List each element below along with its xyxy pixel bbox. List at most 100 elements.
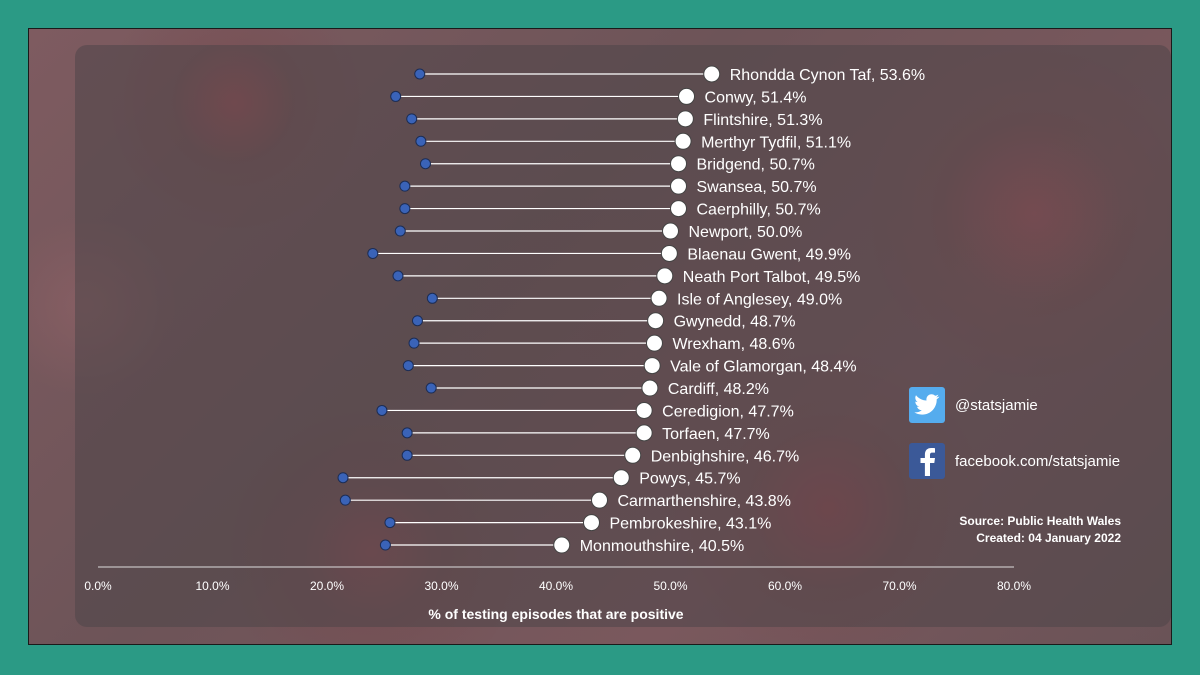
x-tick-label: 10.0% (195, 579, 229, 593)
dumbbell-row: Cardiff, 48.2% (425, 379, 769, 398)
start-point (392, 270, 404, 282)
dumbbell-row: Wrexham, 48.6% (408, 334, 795, 353)
data-label: Conwy, 51.4% (705, 89, 807, 106)
data-label: Ceredigion, 47.7% (662, 403, 794, 420)
start-point (402, 360, 414, 372)
x-axis-title: % of testing episodes that are positive (428, 606, 683, 622)
dumbbell-row: Newport, 50.0% (394, 222, 803, 241)
start-point (401, 427, 413, 439)
end-point (656, 267, 674, 285)
data-label: Powys, 45.7% (639, 471, 740, 488)
source-note: Source: Public Health Wales Created: 04 … (959, 513, 1121, 547)
x-tick-label: 70.0% (882, 579, 916, 593)
data-label: Merthyr Tydfil, 51.1% (701, 134, 851, 151)
data-label: Denbighshire, 46.7% (651, 448, 800, 465)
end-point (591, 491, 609, 509)
start-point (401, 449, 413, 461)
x-tick-label: 0.0% (84, 579, 112, 593)
start-point (408, 337, 420, 349)
end-point (650, 289, 668, 307)
end-point (703, 65, 721, 83)
facebook-icon (909, 443, 945, 479)
data-label: Monmouthshire, 40.5% (580, 538, 745, 555)
dumbbell-row: Neath Port Talbot, 49.5% (392, 267, 861, 286)
start-point (419, 158, 431, 170)
end-point (660, 244, 678, 262)
x-tick-label: 30.0% (424, 579, 458, 593)
data-label: Flintshire, 51.3% (703, 112, 822, 129)
dumbbell-row: Flintshire, 51.3% (406, 110, 823, 129)
data-label: Vale of Glamorgan, 48.4% (670, 359, 856, 376)
end-point (643, 357, 661, 375)
end-point (674, 132, 692, 150)
data-label: Newport, 50.0% (689, 224, 803, 241)
chart-frame: Rhondda Cynon Taf, 53.6% Conwy, 51.4% Flin… (28, 28, 1172, 645)
source-line: Source: Public Health Wales (959, 514, 1121, 528)
start-point (411, 315, 423, 327)
dumbbell-row: Blaenau Gwent, 49.9% (367, 244, 851, 263)
start-point (414, 68, 426, 80)
start-point (415, 135, 427, 147)
data-label: Rhondda Cynon Taf, 53.6% (730, 67, 925, 84)
dumbbell-row: Gwynedd, 48.7% (411, 312, 796, 331)
end-point (582, 514, 600, 532)
data-label: Blaenau Gwent, 49.9% (687, 246, 851, 263)
end-point (670, 177, 688, 195)
dumbbell-row: Conwy, 51.4% (390, 87, 807, 106)
chart-rows: Rhondda Cynon Taf, 53.6% Conwy, 51.4% Flin… (337, 65, 925, 555)
twitter-handle: @statsjamie (955, 396, 1038, 414)
dumbbell-row: Denbighshire, 46.7% (401, 446, 800, 465)
start-point (337, 472, 349, 484)
start-point (379, 539, 391, 551)
end-point (645, 334, 663, 352)
dumbbell-row: Pembrokeshire, 43.1% (384, 514, 771, 533)
end-point (647, 312, 665, 330)
start-point (367, 247, 379, 259)
end-point (662, 222, 679, 240)
start-point (339, 494, 351, 506)
start-point (399, 203, 411, 215)
data-label: Caerphilly, 50.7% (697, 202, 821, 219)
x-tick-label: 80.0% (997, 579, 1031, 593)
dumbbell-row: Monmouthshire, 40.5% (379, 536, 745, 555)
data-label: Gwynedd, 48.7% (674, 314, 796, 331)
start-point (394, 225, 406, 237)
start-point (425, 382, 437, 394)
start-point (406, 113, 418, 125)
x-tick-label: 40.0% (539, 579, 573, 593)
dumbbell-row: Carmarthenshire, 43.8% (339, 491, 791, 510)
data-label: Pembrokeshire, 43.1% (609, 516, 771, 533)
start-point (426, 292, 438, 304)
data-label: Swansea, 50.7% (697, 179, 817, 196)
end-point (676, 110, 694, 128)
data-label: Wrexham, 48.6% (672, 336, 794, 353)
dumbbell-row: Swansea, 50.7% (399, 177, 817, 196)
facebook-page: facebook.com/statsjamie (955, 452, 1121, 470)
end-point (678, 87, 696, 105)
dumbbell-row: Ceredigion, 47.7% (376, 401, 794, 420)
dumbbell-row: Vale of Glamorgan, 48.4% (402, 357, 857, 376)
end-point (612, 469, 630, 487)
data-label: Neath Port Talbot, 49.5% (683, 269, 861, 286)
twitter-link[interactable]: @statsjamie (909, 387, 1038, 423)
start-point (390, 90, 402, 102)
chart-panel (75, 45, 1171, 627)
end-point (670, 155, 688, 173)
end-point (635, 424, 653, 442)
dumbbell-row: Bridgend, 50.7% (419, 155, 815, 174)
dumbbell-row: Merthyr Tydfil, 51.1% (415, 132, 851, 151)
x-tick-label: 60.0% (768, 579, 802, 593)
created-date: Created: 04 January 2022 (976, 531, 1121, 545)
facebook-link[interactable]: facebook.com/statsjamie (909, 443, 1120, 479)
end-point (635, 401, 653, 419)
end-point (553, 536, 571, 554)
data-label: Carmarthenshire, 43.8% (618, 493, 791, 510)
dumbbell-row: Rhondda Cynon Taf, 53.6% (414, 65, 925, 84)
dumbbell-row: Isle of Anglesey, 49.0% (426, 289, 842, 308)
dumbbell-row: Caerphilly, 50.7% (399, 200, 821, 219)
end-point (624, 446, 642, 464)
data-label: Torfaen, 47.7% (662, 426, 770, 443)
end-point (670, 200, 688, 218)
end-point (641, 379, 659, 397)
twitter-icon (909, 387, 945, 423)
